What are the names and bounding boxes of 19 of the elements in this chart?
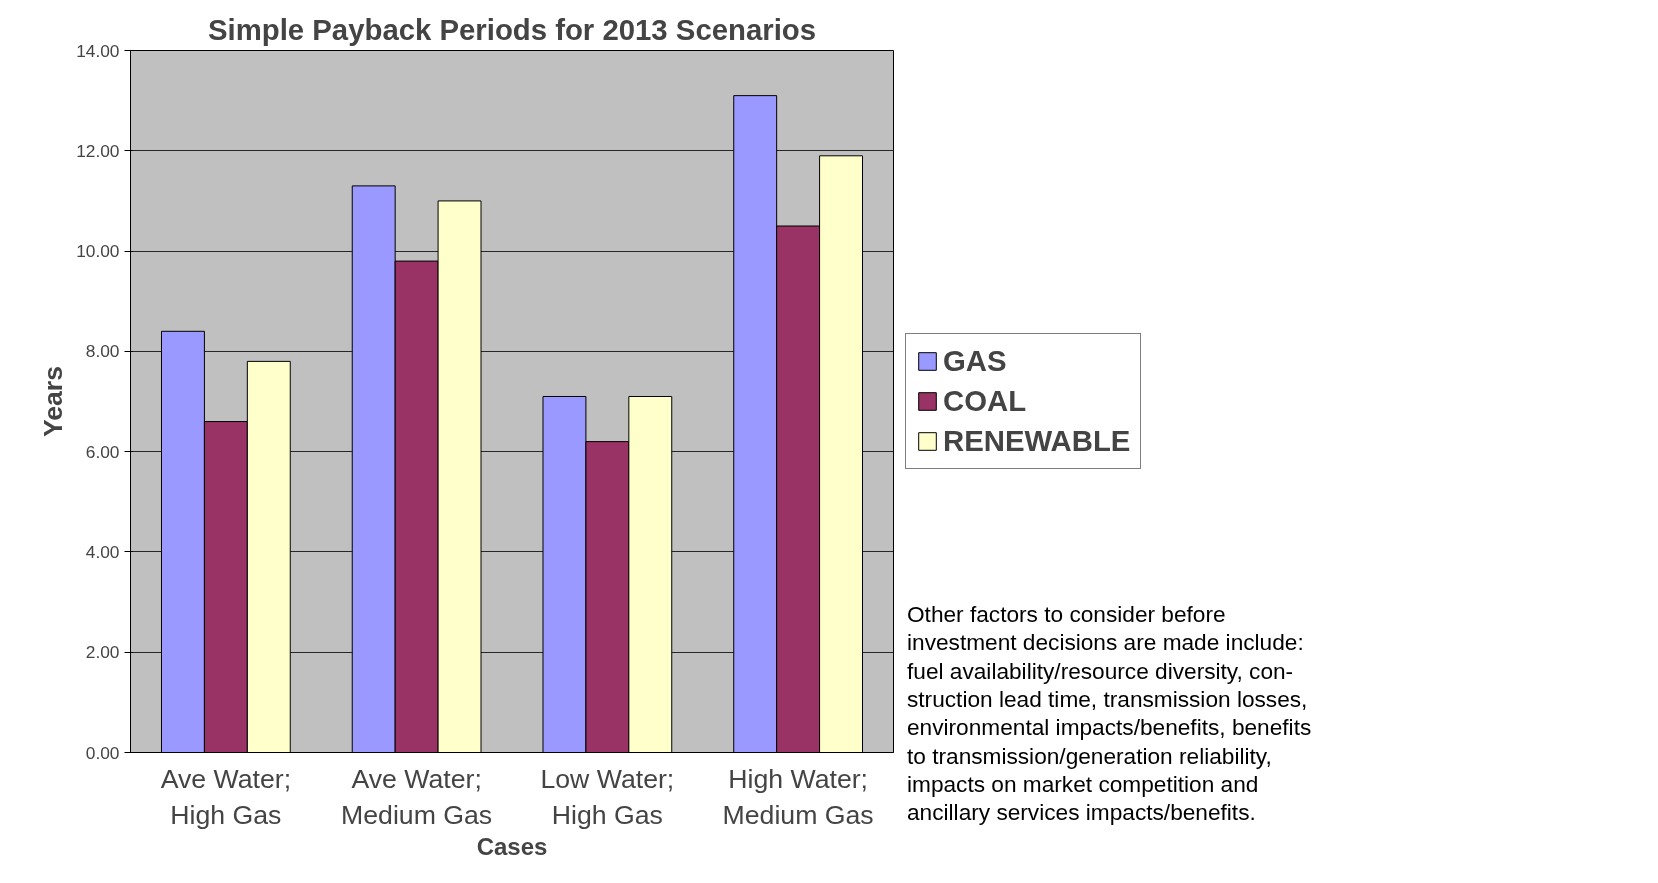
x-tick-label: Ave Water; Medium Gas xyxy=(341,763,493,830)
chart-title: Simple Payback Periods for 2013 Scenarios xyxy=(207,12,817,46)
text: Other factors to consider before investment decisions are made include: fuel availability/resource diversity, con- struction lead time, transmission losses, environmental impacts/benefits, benefits to transmission/generation reliability, impacts on market competition and ancillary services impacts/benefits. xyxy=(907,600,1312,827)
y-tick-label: 4.00 xyxy=(85,541,120,562)
y-axis-title: Years xyxy=(38,365,69,438)
x-tick-label: Ave Water; High Gas xyxy=(160,763,292,830)
y-tick-label: 10.00 xyxy=(76,241,120,262)
x-tick-label: Low Water; High Gas xyxy=(540,763,675,830)
x-tick-label: High Water; Medium Gas xyxy=(722,763,874,830)
y-tick-label: 2.00 xyxy=(85,642,120,663)
legend-label: COAL xyxy=(943,384,1027,418)
legend-label: GAS xyxy=(943,344,1007,378)
x-axis-title: Cases xyxy=(476,832,548,860)
y-tick-label: 0.00 xyxy=(85,742,120,763)
y-tick-label: 12.00 xyxy=(76,140,120,161)
y-tick-label: 14.00 xyxy=(76,40,120,61)
y-tick-label: 6.00 xyxy=(85,441,120,462)
y-tick-label: 8.00 xyxy=(85,341,120,362)
legend-label: RENEWABLE xyxy=(943,424,1131,458)
